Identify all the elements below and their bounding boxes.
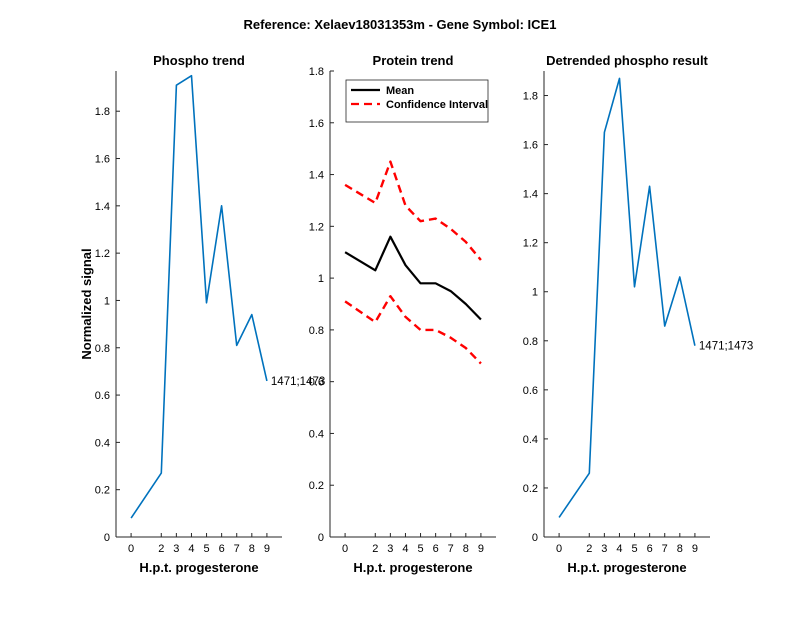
x-tick-label: 8 [677, 543, 683, 555]
y-tick-label: 1.8 [309, 66, 324, 78]
y-tick-label: 1.6 [309, 118, 324, 130]
y-tick-label: 0.2 [95, 485, 110, 497]
x-tick-label: 5 [631, 543, 637, 555]
y-tick-label: 1.2 [523, 238, 538, 250]
legend-entry: Confidence Interval [386, 99, 488, 111]
y-tick-label: 0.8 [309, 325, 324, 337]
x-tick-label: 7 [234, 543, 240, 555]
y-tick-label: 1.8 [523, 91, 538, 103]
x-tick-label: 4 [188, 543, 194, 555]
series-line-1 [344, 160, 482, 261]
legend-entry: Mean [386, 85, 414, 97]
panel-title: Protein trend [373, 53, 454, 68]
x-tick-label: 4 [616, 543, 622, 555]
y-tick-label: 0.6 [309, 377, 324, 389]
y-tick-label: 0.8 [95, 343, 110, 355]
x-axis-label: H.p.t. progesterone [567, 560, 686, 575]
y-tick-label: 0.8 [523, 336, 538, 348]
y-tick-label: 1.6 [523, 140, 538, 152]
x-tick-label: 2 [158, 543, 164, 555]
y-tick-label: 0.6 [95, 390, 110, 402]
panel-title: Detrended phospho result [546, 53, 708, 68]
x-tick-label: 7 [448, 543, 454, 555]
x-tick-label: 2 [372, 543, 378, 555]
x-tick-label: 8 [249, 543, 255, 555]
legend-box [345, 79, 489, 123]
x-tick-label: 4 [402, 543, 408, 555]
y-tick-label: 1.4 [523, 189, 538, 201]
y-tick-label: 1 [104, 295, 110, 307]
panel-title: Phospho trend [153, 53, 245, 68]
y-tick-label: 1.8 [95, 106, 110, 118]
y-tick-label: 1.6 [95, 154, 110, 166]
y-tick-label: 0 [104, 532, 110, 544]
x-tick-label: 9 [478, 543, 484, 555]
y-tick-label: 0.2 [309, 480, 324, 492]
y-tick-label: 1 [532, 287, 538, 299]
y-tick-label: 1 [318, 273, 324, 285]
x-tick-label: 9 [692, 543, 698, 555]
y-tick-label: 0.6 [523, 385, 538, 397]
x-tick-label: 3 [601, 543, 607, 555]
x-tick-label: 0 [128, 543, 134, 555]
point-annotation: 1471;1473 [271, 376, 325, 388]
y-tick-label: 1.2 [95, 248, 110, 260]
series-line-0 [344, 235, 482, 321]
x-tick-label: 8 [463, 543, 469, 555]
series-line-0 [558, 77, 696, 518]
series-line-0 [130, 74, 268, 519]
y-tick-label: 0.2 [523, 483, 538, 495]
x-tick-label: 0 [556, 543, 562, 555]
y-tick-label: 0.4 [523, 434, 538, 446]
y-tick-label: 1.4 [95, 201, 110, 213]
x-tick-label: 0 [342, 543, 348, 555]
y-axis-label: Normalized signal [79, 248, 94, 359]
y-tick-label: 1.2 [309, 221, 324, 233]
x-tick-label: 3 [173, 543, 179, 555]
x-tick-label: 6 [647, 543, 653, 555]
figure-suptitle: Reference: Xelaev18031353m - Gene Symbol… [244, 17, 557, 32]
x-tick-label: 3 [387, 543, 393, 555]
y-tick-label: 0.4 [95, 437, 110, 449]
y-tick-label: 1.4 [309, 170, 324, 182]
x-axis-label: H.p.t. progesterone [353, 560, 472, 575]
y-tick-label: 0 [318, 532, 324, 544]
x-tick-label: 2 [586, 543, 592, 555]
series-line-2 [344, 295, 482, 365]
point-annotation: 1471;1473 [699, 341, 753, 353]
x-tick-label: 6 [433, 543, 439, 555]
x-tick-label: 9 [264, 543, 270, 555]
panel-phospho-trend: Phospho trend H.p.t. progesterone Normal… [79, 53, 325, 575]
x-tick-label: 6 [219, 543, 225, 555]
y-tick-label: 0 [532, 532, 538, 544]
x-axis-label: H.p.t. progesterone [139, 560, 258, 575]
x-tick-label: 5 [417, 543, 423, 555]
x-tick-label: 5 [203, 543, 209, 555]
y-tick-label: 0.4 [309, 428, 324, 440]
x-tick-label: 7 [662, 543, 668, 555]
panel-detrended-phospho: Detrended phospho result H.p.t. progeste… [523, 53, 754, 575]
